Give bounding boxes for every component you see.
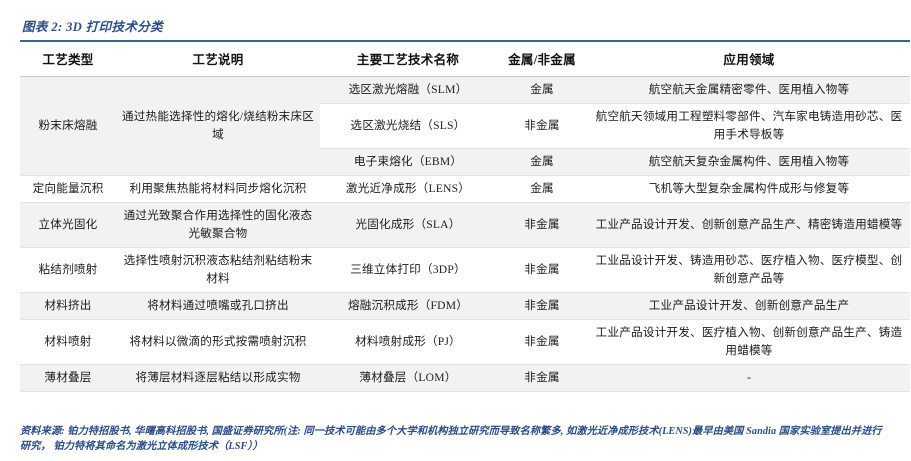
cell-process-type: 定向能量沉积 [20, 175, 116, 203]
table-header: 工艺类型 工艺说明 主要工艺技术名称 金属/非金属 应用领域 [20, 41, 910, 77]
cell-material: 金属 [496, 175, 588, 203]
cell-application: - [588, 364, 910, 392]
table-row: 电子束熔化（EBM） 金属 航空航天复杂金属构件、医用植入物等 [20, 148, 910, 176]
cell-tech-name: 三维立体打印（3DP） [320, 247, 496, 293]
cell-process-type: 立体光固化 [20, 202, 116, 248]
cell-process-desc: 通过光致聚合作用选择性的固化液态光敏聚合物 [116, 202, 320, 248]
table-row: 材料挤出 将材料通过喷嘴或孔口挤出 熔融沉积成形（FDM） 非金属 工业产品设计… [20, 292, 910, 320]
cell-process-type: 粉末床熔融 [20, 76, 116, 176]
cell-process-desc: 选择性喷射沉积液态粘结剂粘结粉末材料 [116, 247, 320, 293]
cell-application: 航空航天复杂金属构件、医用植入物等 [588, 148, 910, 176]
cell-tech-name: 光固化成形（SLA） [320, 202, 496, 248]
column-header-process-desc: 工艺说明 [116, 41, 320, 77]
column-header-application: 应用领域 [588, 41, 910, 77]
cell-tech-name: 熔融沉积成形（FDM） [320, 292, 496, 320]
table-header-row: 工艺类型 工艺说明 主要工艺技术名称 金属/非金属 应用领域 [20, 41, 910, 77]
table-row: 薄材叠层 将薄层材料逐层粘结以形成实物 薄材叠层（LOM） 非金属 - [20, 364, 910, 392]
table-row: 粘结剂喷射 选择性喷射沉积液态粘结剂粘结粉末材料 三维立体打印（3DP） 非金属… [20, 247, 910, 293]
cell-process-desc: 将材料通过喷嘴或孔口挤出 [116, 292, 320, 320]
table-body: 粉末床熔融 通过热能选择性的熔化/烧结粉末床区域 选区激光熔融（SLM） 金属 … [20, 76, 910, 392]
cell-process-type: 材料喷射 [20, 319, 116, 365]
cell-material: 金属 [496, 76, 588, 104]
cell-tech-name: 选区激光熔融（SLM） [320, 76, 496, 104]
column-header-tech-name: 主要工艺技术名称 [320, 41, 496, 77]
cell-process-desc: 将薄层材料逐层粘结以形成实物 [116, 364, 320, 392]
cell-process-desc: 将材料以微滴的形式按需喷射沉积 [116, 319, 320, 365]
cell-tech-name: 材料喷射成形（PJ） [320, 319, 496, 365]
source-note: 资料来源: 铂力特招股书, 华曙高科招股书, 国盛证券研究所(注: 同一技术可能… [20, 426, 882, 453]
tech-classification-table: 工艺类型 工艺说明 主要工艺技术名称 金属/非金属 应用领域 粉末床熔融 通过热… [20, 40, 910, 392]
table-row: 立体光固化 通过光致聚合作用选择性的固化液态光敏聚合物 光固化成形（SLA） 非… [20, 202, 910, 248]
table-row: 粉末床熔融 通过热能选择性的熔化/烧结粉末床区域 选区激光熔融（SLM） 金属 … [20, 76, 910, 176]
cell-application: 工业产品设计开发、创新创意产品生产 [588, 292, 910, 320]
cell-material: 非金属 [496, 292, 588, 320]
table-row: 定向能量沉积 利用聚焦热能将材料同步熔化沉积 激光近净成形（LENS） 金属 飞… [20, 175, 910, 203]
cell-material: 非金属 [496, 319, 588, 365]
column-header-process-type: 工艺类型 [20, 41, 116, 77]
cell-application: 工业产品设计开发、医疗植入物、创新创意产品生产、铸造用蜡模等 [588, 319, 910, 365]
cell-process-desc: 通过热能选择性的熔化/烧结粉末床区域 [116, 76, 320, 176]
cell-material: 金属 [496, 148, 588, 176]
cell-application: 航空航天领域用工程塑料零部件、汽车家电铸造用砂芯、医用手术导板等 [588, 103, 910, 149]
cell-process-type: 薄材叠层 [20, 364, 116, 392]
table-row: 选区激光烧结（SLS） 非金属 航空航天领域用工程塑料零部件、汽车家电铸造用砂芯… [20, 103, 910, 149]
table-row: 材料喷射 将材料以微滴的形式按需喷射沉积 材料喷射成形（PJ） 非金属 工业产品… [20, 319, 910, 365]
cell-application: 工业产品设计开发、创新创意产品生产、精密铸造用蜡模等 [588, 202, 910, 248]
cell-application: 飞机等大型复杂金属构件成形与修复等 [588, 175, 910, 203]
cell-material: 非金属 [496, 202, 588, 248]
cell-material: 非金属 [496, 364, 588, 392]
cell-material: 非金属 [496, 247, 588, 293]
cell-tech-name: 选区激光烧结（SLS） [320, 103, 496, 149]
cell-material: 非金属 [496, 103, 588, 149]
cell-tech-name: 薄材叠层（LOM） [320, 364, 496, 392]
cell-process-desc: 利用聚焦热能将材料同步熔化沉积 [116, 175, 320, 203]
cell-tech-name: 电子束熔化（EBM） [320, 148, 496, 176]
cell-process-type: 粘结剂喷射 [20, 247, 116, 293]
cell-application: 工业品设计开发、铸造用砂芯、医疗植入物、医疗模型、创新创意产品等 [588, 247, 910, 293]
cell-application: 航空航天金属精密零件、医用植入物等 [588, 76, 910, 104]
column-header-material: 金属/非金属 [496, 41, 588, 77]
page-title: 图表 2: 3D 打印技术分类 [22, 20, 164, 34]
cell-tech-name: 激光近净成形（LENS） [320, 175, 496, 203]
cell-process-type: 材料挤出 [20, 292, 116, 320]
